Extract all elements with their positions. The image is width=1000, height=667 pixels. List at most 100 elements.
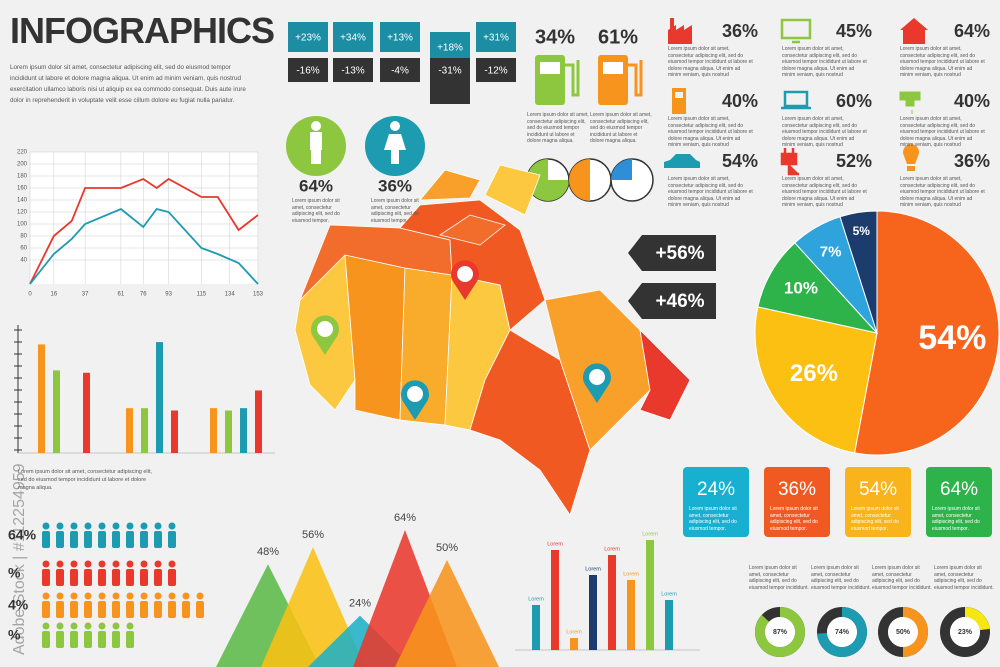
- person-body: [140, 601, 148, 618]
- person-body: [56, 601, 64, 618]
- people-label: %: [8, 565, 21, 581]
- y-tick-label: 160: [17, 186, 28, 192]
- down-box: [333, 58, 373, 82]
- person-body: [56, 531, 64, 548]
- pie-label: 26%: [790, 360, 838, 387]
- donut-hole: [827, 617, 857, 647]
- down-box: [430, 58, 470, 104]
- callout-label: +46%: [655, 291, 704, 312]
- person-head: [98, 622, 106, 630]
- icon: [672, 88, 686, 114]
- map-region: [484, 164, 541, 216]
- stat-label: 54%: [722, 151, 758, 171]
- person-head: [42, 522, 50, 530]
- bar: [38, 344, 45, 453]
- map-region: [469, 329, 591, 516]
- person-head: [84, 622, 92, 630]
- person-head: [84, 522, 92, 530]
- person-head: [140, 592, 148, 600]
- tile: [683, 467, 749, 537]
- stat-text: Lorem ipsum dolor sit amet, consectetur …: [668, 46, 753, 79]
- person-head: [56, 622, 64, 630]
- bar: [53, 370, 60, 453]
- up-label: +18%: [437, 43, 463, 54]
- up-label: +23%: [295, 33, 321, 44]
- donut-label: 87%: [773, 629, 788, 636]
- person-head: [56, 522, 64, 530]
- plot-bg: [30, 152, 258, 284]
- pie-slice: [853, 210, 1000, 456]
- person-body: [42, 631, 50, 648]
- person-body: [140, 531, 148, 548]
- mini-pie-slice: [569, 159, 590, 201]
- person-head: [98, 592, 106, 600]
- bar-category: Lorem: [585, 566, 601, 572]
- person-body: [154, 601, 162, 618]
- pump-window: [540, 62, 560, 74]
- person-head: [390, 121, 400, 131]
- pie-label: 7%: [820, 244, 842, 261]
- x-tick-label: 0: [28, 292, 32, 298]
- person-body: [112, 601, 120, 618]
- person-head: [126, 560, 134, 568]
- person-head: [182, 592, 190, 600]
- person-head: [70, 592, 78, 600]
- donut-label: 50%: [896, 629, 911, 636]
- people-label: 4%: [8, 597, 29, 613]
- pie-slice: [757, 242, 879, 334]
- stat-text: Lorem ipsum dolor sit amet, consectetur …: [900, 46, 985, 79]
- bar: [240, 408, 247, 453]
- bar: [627, 580, 635, 650]
- map-pin-dot: [589, 369, 605, 385]
- line-series: [29, 207, 259, 285]
- person-head: [112, 522, 120, 530]
- person-head: [168, 522, 176, 530]
- pie-slice: [754, 306, 878, 454]
- donut-text: Lorem ipsum dolor sit amet, consectetur …: [934, 565, 994, 591]
- triangle: [395, 560, 499, 667]
- person-head: [70, 560, 78, 568]
- bar: [141, 408, 148, 453]
- icon: [780, 148, 799, 176]
- stat-label: 36%: [954, 151, 990, 171]
- bar-category: Lorem: [623, 571, 639, 577]
- person-icon: [310, 132, 322, 164]
- person-body: [70, 531, 78, 548]
- down-box: [288, 58, 328, 82]
- gender-text: Lorem ipsum dolor sit amet, consectetur …: [292, 198, 340, 224]
- y-tick-label: 60: [20, 246, 27, 252]
- person-head: [98, 560, 106, 568]
- person-head: [70, 522, 78, 530]
- pie-label: 54%: [918, 319, 986, 357]
- person-head: [84, 592, 92, 600]
- y-tick-label: 80: [20, 234, 27, 240]
- person-head: [168, 560, 176, 568]
- pie-label: 5%: [853, 224, 871, 238]
- tile-text: Lorem ipsum dolor sit amet, consectetur …: [689, 506, 737, 532]
- line-series: [29, 177, 259, 285]
- person-body: [42, 601, 50, 618]
- icon: [781, 90, 811, 110]
- bar: [225, 410, 232, 453]
- bar: [255, 390, 262, 453]
- down-label: -13%: [341, 66, 364, 77]
- map-pin-dot: [457, 266, 473, 282]
- stat-text: Lorem ipsum dolor sit amet, consectetur …: [782, 116, 867, 149]
- up-label: +34%: [340, 33, 366, 44]
- bar-category: Lorem: [547, 541, 563, 547]
- pie-slice: [839, 210, 878, 334]
- stat-label: 64%: [954, 21, 990, 41]
- map-pin-dot: [407, 386, 423, 402]
- map-region: [639, 328, 691, 421]
- person-body: [42, 569, 50, 586]
- person-head: [126, 622, 134, 630]
- pump-hose: [628, 60, 643, 97]
- person-head: [311, 121, 321, 131]
- mini-pie-slice: [527, 159, 569, 201]
- person-head: [168, 592, 176, 600]
- y-tick-label: 200: [17, 162, 28, 168]
- x-tick-label: 93: [165, 292, 172, 298]
- down-label: -16%: [296, 66, 319, 77]
- stat-label: 60%: [836, 91, 872, 111]
- people-label: %: [8, 627, 21, 643]
